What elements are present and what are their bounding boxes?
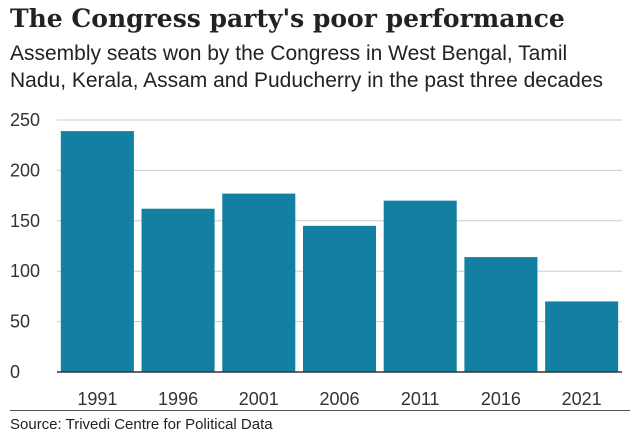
x-tick-label-2001: 2001 <box>239 389 279 409</box>
bar-2021 <box>545 301 619 372</box>
y-tick-label-250: 250 <box>10 110 40 130</box>
x-tick-label-2021: 2021 <box>562 389 602 409</box>
bar-2001 <box>222 193 296 372</box>
x-tick-label-2006: 2006 <box>319 389 359 409</box>
y-tick-label-100: 100 <box>10 261 40 281</box>
axes: 0 50 100 150 200 250 1991 1996 2001 2006 2011 2016 2… <box>10 110 622 409</box>
chart-title: The Congress party's poor performance <box>10 4 565 33</box>
x-tick-label-2011: 2011 <box>401 389 440 409</box>
source-note: Source: Trivedi Centre for Political Dat… <box>10 416 273 433</box>
y-tick-label-150: 150 <box>10 211 40 231</box>
y-tick-label-200: 200 <box>10 160 40 180</box>
x-tick-label-1991: 1991 <box>77 389 117 409</box>
source-divider <box>10 410 630 411</box>
chart-subtitle-line-2: Nadu, Kerala, Assam and Puducherry in th… <box>10 69 604 92</box>
bar-1996 <box>141 208 215 372</box>
bar-2006 <box>302 225 377 372</box>
y-tick-label-50: 50 <box>10 312 30 332</box>
bars <box>60 131 619 372</box>
bar-1991 <box>60 131 134 372</box>
chart-subtitle-line-1: Assembly seats won by the Congress in We… <box>10 42 568 65</box>
bar-2016 <box>464 257 538 372</box>
x-tick-label-2016: 2016 <box>481 389 521 409</box>
y-tick-label-0: 0 <box>10 362 20 382</box>
bar-2011 <box>383 200 457 372</box>
bar-chart: 0 50 100 150 200 250 1991 1996 2001 2006 2011 2016 2… <box>10 110 622 409</box>
chart-subtitle: Assembly seats won by the Congress in We… <box>10 40 640 94</box>
x-tick-label-1996: 1996 <box>158 389 198 409</box>
